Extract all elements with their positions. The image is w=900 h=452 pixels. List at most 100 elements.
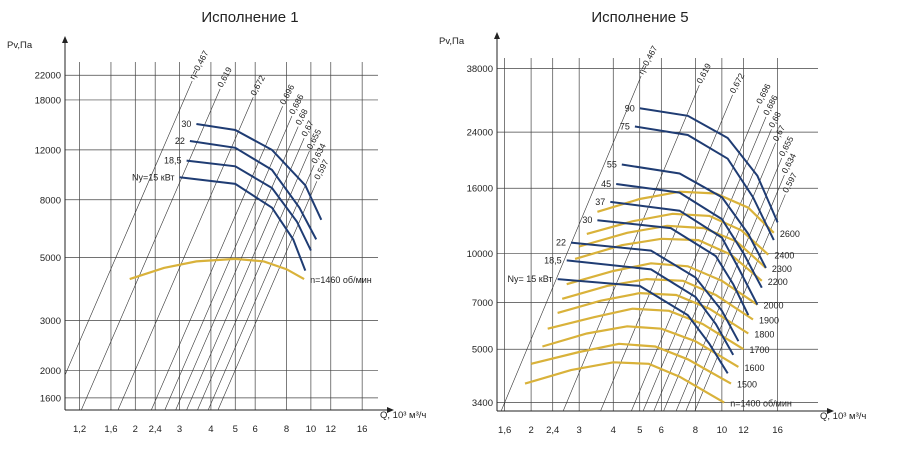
x-tick-label: 10 [717, 425, 728, 436]
power-curve-label: Ny= 15 кВт [508, 274, 553, 284]
speed-curve [542, 325, 739, 368]
power-curve-label: 22 [556, 238, 566, 248]
power-curve [616, 183, 763, 289]
power-curve-label: 37 [595, 197, 605, 207]
x-tick-label: 8 [284, 424, 289, 435]
x-tick-label: 12 [738, 425, 749, 436]
efficiency-label: 0,672 [248, 73, 267, 97]
y-tick-label: 18000 [35, 95, 61, 106]
power-curve-label: 90 [625, 103, 635, 113]
speed-curve-label: 2600 [780, 229, 800, 239]
efficiency-line [197, 150, 310, 411]
speed-curve [578, 224, 767, 269]
x-tick-label: 1,6 [104, 424, 117, 435]
efficiency-line [117, 97, 254, 411]
chart-ispolnenie-1: Исполнение 1 1,2 1,6 2 2,4 3 4 5 6 8 10 12 16 1600 200… [7, 9, 426, 435]
speed-curve [129, 257, 305, 281]
y-tick-label: 3000 [40, 316, 61, 327]
speed-curve [561, 277, 754, 321]
x-tick-label: 6 [659, 425, 664, 436]
power-curve [189, 140, 318, 240]
y-tick-label: 1600 [40, 393, 61, 404]
efficiency-line [81, 88, 221, 411]
efficiency-line [175, 126, 299, 411]
y-tick-label: 3400 [472, 398, 493, 409]
speed-curve-label: 2400 [774, 251, 794, 261]
y-tick-label: 5000 [472, 345, 493, 356]
x-axis-arrow [827, 408, 834, 414]
power-curve [634, 125, 775, 241]
power-curve-label: 45 [601, 179, 611, 189]
speed-curve-label: 1900 [759, 315, 779, 325]
power-curve-label: 75 [620, 121, 630, 131]
power-curve-label: 22 [175, 136, 185, 146]
y-tick-label: 2000 [40, 366, 61, 377]
power-curve-label: 18,5 [544, 255, 562, 265]
efficiency-line [151, 106, 283, 411]
x-tick-label: 16 [772, 425, 783, 436]
x-tick-label: 10 [306, 424, 317, 435]
power-curve [196, 123, 323, 221]
efficiency-line [685, 174, 785, 412]
x-tick-label: 16 [357, 424, 368, 435]
x-tick-label: 12 [325, 424, 336, 435]
speed-curve-label: 1800 [754, 330, 774, 340]
y-tick-label: 10000 [467, 249, 493, 260]
power-curve-label: 30 [181, 119, 191, 129]
x-tick-label: 4 [208, 424, 213, 435]
speed-curve [566, 262, 759, 306]
speed-curve [547, 307, 745, 351]
power-curve [621, 163, 767, 269]
power-curve [179, 176, 307, 271]
x-tick-label: 5 [637, 425, 642, 436]
x-tick-label: 3 [177, 424, 182, 435]
y-tick-label: 7000 [472, 298, 493, 309]
x-tick-label: 1,6 [498, 425, 511, 436]
power-curve-label: Ny=15 кВт [132, 172, 175, 182]
power-curve-label: 55 [607, 159, 617, 169]
y-tick-label: 5000 [40, 253, 61, 264]
y-tick-label: 22000 [35, 71, 61, 82]
power-curve [610, 200, 759, 306]
y-axis-label: Pv,Па [7, 40, 33, 51]
efficiency-line [186, 138, 305, 411]
efficiency-line [217, 181, 318, 411]
y-axis-arrow [62, 36, 68, 43]
speed-curve-label: 1700 [749, 345, 769, 355]
efficiency-label: 0,619 [694, 61, 713, 85]
x-axis-arrow [387, 407, 394, 413]
y-tick-label: 8000 [40, 195, 61, 206]
y-tick-label: 38000 [467, 64, 493, 75]
x-tick-label: 1,2 [73, 424, 86, 435]
speed-curve-label: 2300 [772, 264, 792, 274]
speed-curve [524, 361, 725, 404]
x-tick-label: 2 [133, 424, 138, 435]
power-curve [186, 159, 312, 251]
speed-curve-label: 2000 [763, 301, 783, 311]
efficiency-line [207, 165, 315, 411]
efficiency-line [631, 105, 760, 412]
x-tick-label: 6 [253, 424, 258, 435]
speed-curve-label: n=1400 об/мин [730, 399, 792, 409]
x-tick-label: 2,4 [546, 425, 559, 436]
x-tick-label: 3 [577, 425, 582, 436]
x-tick-label: 5 [233, 424, 238, 435]
efficiency-line [663, 142, 776, 412]
x-tick-label: 2,4 [149, 424, 162, 435]
speed-curve-label: 1500 [737, 380, 757, 390]
speed-curve [597, 190, 775, 234]
power-curve [557, 278, 729, 374]
y-axis-label: Pv,Па [439, 36, 465, 47]
power-curve [639, 107, 779, 223]
efficiency-label: η=0,467 [187, 49, 210, 81]
chart-title: Исполнение 1 [201, 9, 298, 26]
power-curve-label: 18,5 [164, 156, 182, 166]
x-tick-label: 8 [693, 425, 698, 436]
y-tick-label: 16000 [467, 184, 493, 195]
power-curve [570, 241, 740, 342]
x-axis-label: Q, 10³ м³/ч [820, 411, 866, 422]
power-curve-label: 30 [582, 215, 592, 225]
x-axis-label: Q, 10³ м³/ч [380, 410, 426, 421]
